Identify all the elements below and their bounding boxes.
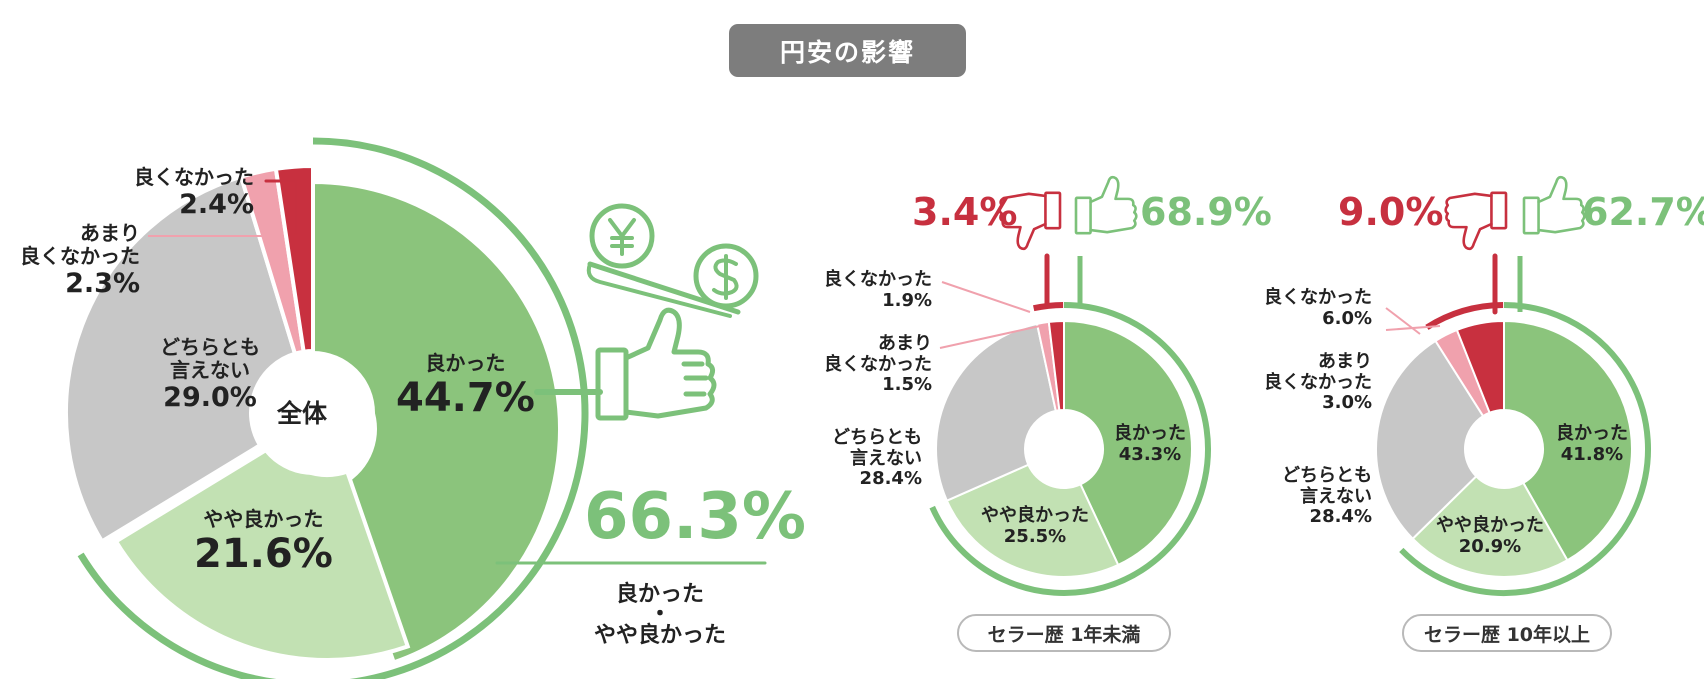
label-neither-under1: どちらとも 言えない 28.4% xyxy=(800,427,922,490)
leader-line-somewhat-bad-under1 xyxy=(939,325,1041,349)
label-bad-under1: 良くなかった 1.9% xyxy=(800,269,932,311)
page-title: 円安の影響 xyxy=(729,24,966,77)
label-neither-overall: どちらとも 言えない 29.0% xyxy=(160,335,260,414)
label-somewhat-good-overall: やや良かった 21.6% xyxy=(194,507,333,578)
positive-share-arc-overall xyxy=(77,137,589,679)
center-label-overall: 全体 xyxy=(277,399,328,428)
value-somewhat-good-under1: 25.5% xyxy=(1003,525,1067,547)
label-somewhat-good-over10: やや良かった 20.9% xyxy=(1430,515,1550,557)
dollar-coin-icon xyxy=(693,243,759,309)
value-somewhat-bad-overall: 2.3% xyxy=(65,268,140,299)
label-good-over10: 良かった 41.8% xyxy=(1552,423,1632,465)
value-somewhat-bad-under1: 1.5% xyxy=(882,374,932,396)
value-bad-under1: 1.9% xyxy=(882,289,932,311)
label-somewhat-bad-under1: あまり 良くなかった 1.5% xyxy=(800,333,932,396)
value-bad-over10: 6.0% xyxy=(1322,307,1372,329)
value-good-over10: 41.8% xyxy=(1560,443,1624,465)
thumbs-up-icon xyxy=(595,307,717,421)
value-neither-over10: 28.4% xyxy=(1309,506,1372,528)
negative-value-under1: 3.4% xyxy=(912,190,1018,234)
leader-line-bad-over10-small xyxy=(1385,307,1421,335)
total-positive-value: 66.3% xyxy=(584,480,807,554)
group-label-under1: セラー歴 1年未満 xyxy=(957,614,1171,652)
positive-value-over10: 62.7% xyxy=(1582,190,1704,234)
donut-hole-overall xyxy=(251,351,375,475)
chart-decorations xyxy=(495,175,1586,565)
thumbs-up-icon xyxy=(1522,175,1586,235)
value-somewhat-good-overall: 21.6% xyxy=(194,531,333,577)
value-somewhat-good-over10: 20.9% xyxy=(1458,535,1522,557)
donut-hole-under1 xyxy=(1025,410,1103,488)
leader-line-bad-under1-small xyxy=(941,281,1031,313)
label-bad-overall: 良くなかった 2.4% xyxy=(120,166,254,221)
value-neither-under1: 28.4% xyxy=(859,468,922,490)
leader-line-bad-overall xyxy=(264,179,298,235)
total-positive-caption: 良かった ・ やや良かった xyxy=(593,582,726,648)
positive-share-arc-over10 xyxy=(1399,302,1651,596)
donut-charts xyxy=(64,137,1651,679)
thumbs-up-icon xyxy=(1074,175,1138,235)
leader-line-somewhat-bad-over10 xyxy=(1385,325,1441,331)
thumbs-down-icon xyxy=(1444,191,1508,251)
value-somewhat-bad-over10: 3.0% xyxy=(1322,392,1372,414)
value-good-under1: 43.3% xyxy=(1118,443,1182,465)
thumbs-down-icon xyxy=(998,191,1062,251)
label-neither-over10: どちらとも 言えない 28.4% xyxy=(1250,465,1372,528)
label-good-under1: 良かった 43.3% xyxy=(1110,423,1190,465)
group-label-over10: セラー歴 10年以上 xyxy=(1402,614,1612,652)
negative-value-over10: 9.0% xyxy=(1338,190,1444,234)
value-good-overall: 44.7% xyxy=(396,375,535,421)
donut-hole-over10 xyxy=(1465,410,1543,488)
positive-value-under1: 68.9% xyxy=(1140,190,1272,234)
value-bad-overall: 2.4% xyxy=(179,189,254,220)
positive-share-arc-under1 xyxy=(929,302,1211,596)
label-bad-over10: 良くなかった 6.0% xyxy=(1240,287,1372,329)
label-somewhat-good-under1: やや良かった 25.5% xyxy=(975,505,1095,547)
label-somewhat-bad-over10: あまり 良くなかった 3.0% xyxy=(1240,351,1372,414)
label-somewhat-bad-overall: あまり 良くなかった 2.3% xyxy=(20,221,140,300)
value-neither-overall: 29.0% xyxy=(163,382,257,413)
label-good-overall: 良かった 44.7% xyxy=(396,351,535,422)
yen-coin-icon xyxy=(589,203,655,269)
